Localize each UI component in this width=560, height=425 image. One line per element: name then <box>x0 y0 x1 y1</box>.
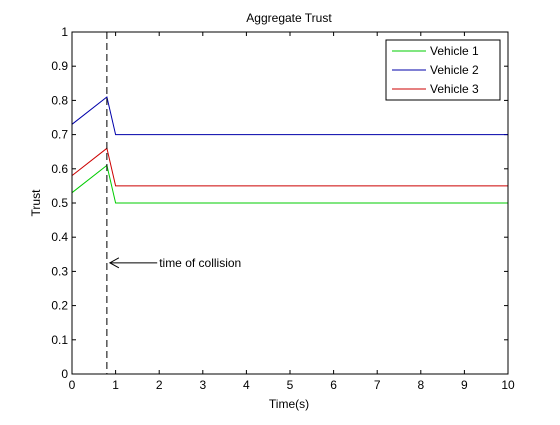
y-tick-label: 0.5 <box>51 196 68 210</box>
x-axis-label: Time(s) <box>269 397 309 411</box>
series-line-vehicle-1 <box>71 164 508 204</box>
y-tick-label: 0.1 <box>51 333 68 347</box>
y-axis-label: Trust <box>29 189 43 217</box>
annotation-arrow-head <box>108 257 120 269</box>
y-tick-label: 0.3 <box>51 264 68 278</box>
x-axis-ticks: 0 1 2 3 4 5 6 7 8 9 10 <box>69 32 515 392</box>
x-tick-label: 5 <box>287 378 294 392</box>
legend-label-vehicle-3: Vehicle 3 <box>430 82 479 96</box>
x-tick-label: 6 <box>330 378 337 392</box>
x-tick-label: 9 <box>461 378 468 392</box>
y-tick-label: 1 <box>61 25 68 39</box>
series-lines <box>71 96 508 204</box>
y-tick-label: 0.2 <box>51 299 68 313</box>
y-tick-label: 0.4 <box>51 230 68 244</box>
series-line-vehicle-2 <box>71 96 508 136</box>
y-tick-label: 0 <box>61 367 68 381</box>
y-tick-label: 0.6 <box>51 162 68 176</box>
legend: Vehicle 1 Vehicle 2 Vehicle 3 <box>385 39 501 101</box>
x-tick-label: 7 <box>374 378 381 392</box>
x-tick-label: 10 <box>501 378 515 392</box>
y-tick-label: 0.7 <box>51 128 68 142</box>
series-line-vehicle-3 <box>71 147 508 187</box>
x-tick-label: 2 <box>156 378 163 392</box>
x-tick-label: 4 <box>243 378 250 392</box>
annotation-text: time of collision <box>159 256 241 270</box>
x-tick-label: 0 <box>69 378 76 392</box>
chart-title: Aggregate Trust <box>246 11 332 25</box>
x-tick-label: 1 <box>112 378 119 392</box>
y-tick-label: 0.9 <box>51 59 68 73</box>
y-tick-label: 0.8 <box>51 93 68 107</box>
legend-label-vehicle-2: Vehicle 2 <box>430 63 479 77</box>
x-tick-label: 8 <box>417 378 424 392</box>
collision-annotation: time of collision <box>108 256 241 270</box>
x-tick-label: 3 <box>199 378 206 392</box>
legend-label-vehicle-1: Vehicle 1 <box>430 44 479 58</box>
y-axis-ticks: 0 0.1 0.2 0.3 0.4 0.5 0.6 0.7 0.8 0.9 1 <box>51 25 508 381</box>
plot-frame <box>71 31 509 375</box>
